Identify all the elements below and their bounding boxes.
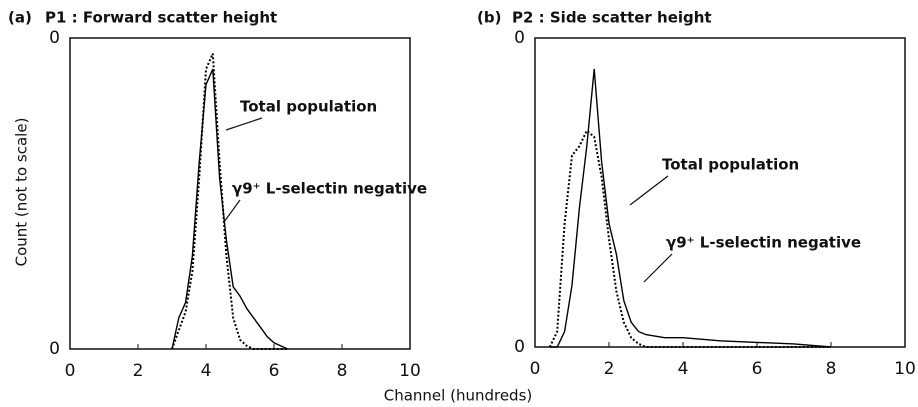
y-axis-label: Count (not to scale) — [13, 118, 31, 267]
chart-title: P2 : Side scatter height — [512, 9, 712, 27]
series-line — [171, 68, 288, 350]
x-tick-label: 0 — [65, 361, 76, 381]
leader-line — [223, 199, 241, 223]
x-tick-label: 4 — [201, 361, 212, 381]
series-label: Total population — [240, 98, 377, 116]
chart-title: P1 : Forward scatter height — [45, 9, 277, 27]
series-label: γ9⁺ L-selectin negative — [666, 234, 861, 252]
x-tick-label: 8 — [337, 361, 348, 381]
x-tick-label: 6 — [752, 359, 763, 379]
panel-label: (b) — [477, 9, 501, 27]
x-tick-label: 10 — [894, 359, 916, 379]
series-line — [548, 129, 831, 348]
series-line — [171, 53, 288, 350]
y-tick-label: 0 — [514, 337, 525, 357]
panel-label: (a) — [8, 9, 32, 27]
leader-line — [643, 253, 673, 283]
leader-line — [629, 175, 669, 206]
series-line — [549, 68, 832, 348]
series-label: Total population — [662, 156, 799, 174]
x-tick-label: 10 — [399, 361, 421, 381]
x-tick-label: 6 — [269, 361, 280, 381]
y-tick-label: 0 — [49, 28, 60, 48]
x-axis-label: Channel (hundreds) — [384, 387, 533, 405]
x-tick-label: 8 — [826, 359, 837, 379]
series-label: γ9⁺ L-selectin negative — [232, 180, 427, 198]
y-tick-label: 0 — [514, 28, 525, 48]
x-tick-label: 2 — [133, 361, 144, 381]
plot-frame — [69, 37, 411, 350]
plot-frame — [534, 37, 906, 348]
y-tick-label: 0 — [49, 339, 60, 359]
x-tick-label: 0 — [530, 359, 541, 379]
x-tick-label: 4 — [678, 359, 689, 379]
leader-line — [225, 117, 263, 131]
x-tick-label: 2 — [604, 359, 615, 379]
